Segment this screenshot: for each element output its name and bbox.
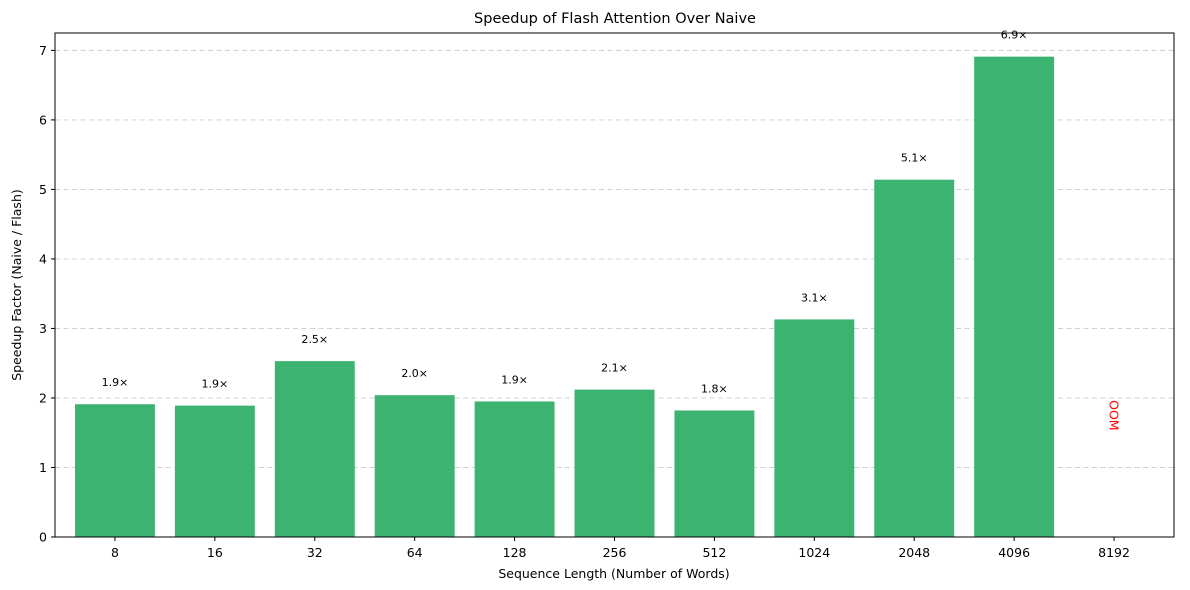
- bar: [474, 401, 555, 537]
- x-axis: 8 16 32 64 128 256 512 1024 2048 4096 8192: [111, 537, 1130, 560]
- bar: [274, 361, 355, 537]
- bar-value-label: 6.9×: [1001, 29, 1028, 42]
- chart-title: Speedup of Flash Attention Over Naive: [474, 11, 756, 27]
- bar-value-label: 1.8×: [701, 382, 728, 395]
- bar-value-label: 2.0×: [401, 367, 428, 380]
- y-tick-label: 6: [39, 112, 47, 127]
- bar: [174, 405, 255, 537]
- bar: [874, 179, 955, 537]
- y-tick-label: 2: [39, 390, 47, 405]
- bar: [774, 319, 855, 537]
- x-tick-label: 4096: [998, 545, 1030, 560]
- x-tick-label: 16: [207, 545, 223, 560]
- y-tick-label: 4: [39, 251, 47, 266]
- bar-value-label: 1.9×: [201, 378, 228, 391]
- x-tick-label: 128: [503, 545, 527, 560]
- bar-value-label: 5.1×: [901, 152, 928, 165]
- x-tick-label: 8: [111, 545, 119, 560]
- bar: [974, 56, 1055, 537]
- x-tick-label: 64: [407, 545, 423, 560]
- x-tick-label: 1024: [798, 545, 830, 560]
- bar-value-label: 1.9×: [102, 376, 129, 389]
- y-tick-label: 1: [39, 460, 47, 475]
- oom-annotation: OOM: [1107, 400, 1122, 430]
- bar-value-label: 3.1×: [801, 291, 828, 304]
- bar: [374, 395, 455, 537]
- x-tick-label: 2048: [898, 545, 930, 560]
- x-tick-label: 32: [307, 545, 323, 560]
- x-tick-label: 512: [702, 545, 726, 560]
- x-axis-label: Sequence Length (Number of Words): [498, 566, 729, 581]
- y-tick-label: 3: [39, 321, 47, 336]
- y-axis: 0 1 2 3 4 5 6 7: [39, 43, 55, 545]
- x-tick-label: 8192: [1098, 545, 1130, 560]
- annotations: OOM: [1107, 400, 1122, 430]
- y-tick-label: 0: [39, 530, 47, 545]
- bar-value-label: 2.1×: [601, 362, 628, 375]
- bar: [74, 404, 155, 537]
- y-axis-label: Speedup Factor (Naive / Flash): [9, 189, 24, 381]
- y-tick-label: 7: [39, 43, 47, 58]
- bar: [674, 410, 755, 537]
- bar-value-label: 2.5×: [301, 333, 328, 346]
- x-tick-label: 256: [603, 545, 627, 560]
- bars: [74, 56, 1055, 537]
- y-tick-label: 5: [39, 182, 47, 197]
- bar: [574, 389, 655, 537]
- bar-value-labels: 1.9× 1.9× 2.5× 2.0× 1.9× 2.1× 1.8× 3.1× 5.1× 6.9×: [102, 29, 1028, 396]
- bar-value-label: 1.9×: [501, 373, 528, 386]
